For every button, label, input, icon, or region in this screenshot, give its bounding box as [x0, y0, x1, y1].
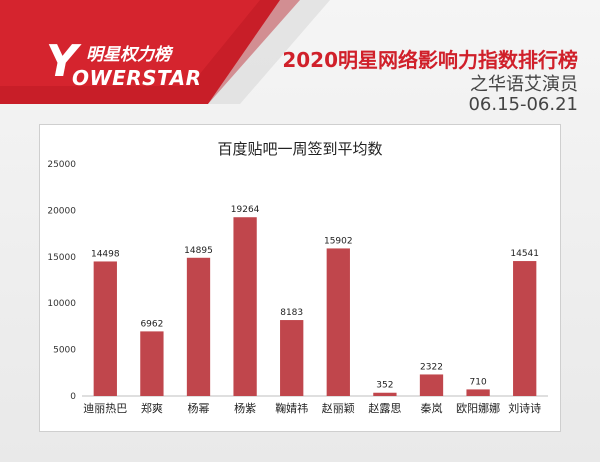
y-tick-label: 10000: [47, 299, 76, 309]
category-label: 刘诗诗: [508, 401, 541, 415]
date-range: 06.15-06.21: [468, 94, 578, 115]
bar: [326, 248, 350, 396]
logo-english-text: OWERSTAR: [72, 66, 202, 90]
category-label: 迪丽热巴: [83, 402, 127, 415]
category-label: 赵丽颖: [322, 401, 355, 415]
logo-letter: Y: [46, 36, 78, 87]
bar: [419, 374, 444, 396]
category-label: 杨紫: [234, 401, 256, 415]
bar: [186, 257, 211, 396]
y-tick-label: 25000: [47, 160, 76, 170]
category-label: 鞠婧祎: [275, 401, 308, 415]
y-tick-label: 15000: [47, 253, 76, 263]
bar-value-label: 14498: [91, 249, 120, 259]
y-tick-label: 20000: [47, 206, 76, 216]
page-title: 2020明星网络影响力指数排行榜: [282, 48, 578, 72]
bar-value-label: 352: [376, 381, 393, 391]
bar-value-label: 14541: [510, 249, 539, 259]
bar-value-label: 8183: [280, 308, 303, 318]
bar: [280, 320, 304, 396]
chart-title: 百度贴吧一周签到平均数: [217, 140, 383, 158]
category-label: 秦岚: [421, 401, 443, 415]
y-tick-label: 5000: [53, 346, 76, 356]
bar-value-label: 2322: [420, 362, 443, 372]
bar-value-label: 710: [470, 377, 487, 387]
brand-banner: [0, 0, 330, 104]
page-subtitle: 之华语艾演员: [470, 74, 578, 95]
category-label: 欧阳娜娜: [456, 401, 500, 415]
bar-value-label: 19264: [231, 205, 260, 215]
bar-value-label: 14895: [184, 246, 213, 256]
bar: [93, 261, 117, 396]
logo-chinese-text: 明星权力榜: [86, 45, 171, 65]
bar: [140, 331, 164, 396]
bar: [373, 392, 397, 396]
bar: [513, 261, 537, 396]
bar: [233, 217, 257, 396]
category-label: 杨幂: [188, 401, 210, 415]
category-label: 郑爽: [141, 401, 163, 415]
bar: [466, 389, 490, 396]
category-label: 赵露思: [368, 401, 401, 415]
bar-value-label: 6962: [140, 319, 163, 329]
bar-value-label: 15902: [324, 236, 353, 246]
y-tick-label: 0: [70, 392, 76, 402]
